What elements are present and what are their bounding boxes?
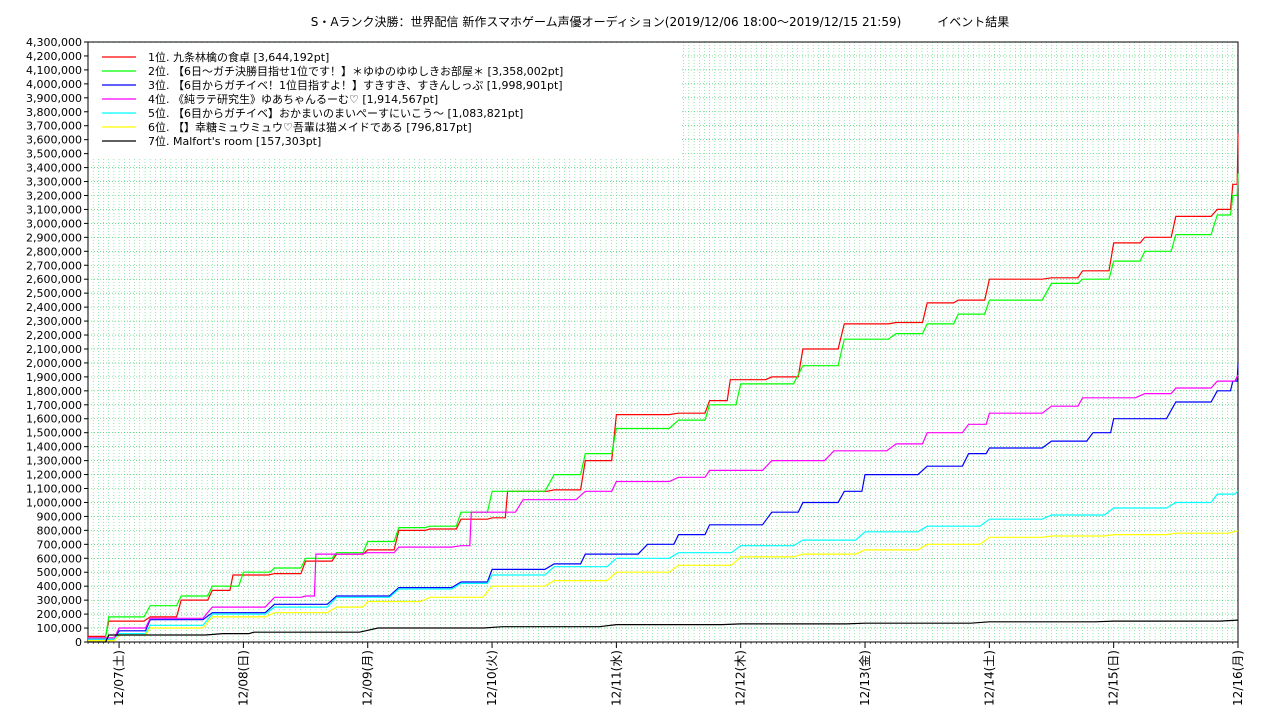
y-tick-label: 500,000 [37,566,83,579]
legend-entry: 3位. 【6目からガチイベ！1位目指すよ！】すきすき、すきんしっぷ [1,998… [148,78,563,92]
legend: 1位. 九条林檎の食卓 [3,644,192pt]2位. 【6日〜ガチ決勝目指せ… [91,45,681,159]
x-tick-label: 12/14(土) [982,650,996,706]
y-tick-label: 2,700,000 [26,259,82,272]
series-line-7 [88,619,1239,643]
y-tick-label: 3,200,000 [26,189,82,202]
y-tick-label: 4,100,000 [26,64,82,77]
y-axis: 0100,000200,000300,000400,000500,000600,… [26,36,1239,649]
x-tick-label: 12/12(木) [734,650,748,706]
y-tick-label: 2,600,000 [26,273,82,286]
y-tick-label: 3,000,000 [26,217,82,230]
y-tick-label: 1,400,000 [26,441,82,454]
x-tick-label: 12/11(水) [609,650,623,706]
y-tick-label: 4,300,000 [26,36,82,49]
chart-title: S・Aランク決勝：世界配信 新作スマホゲーム声優オーディション(2019/12/… [311,14,1010,29]
legend-box [91,45,681,159]
series-line-5 [88,490,1239,640]
y-tick-label: 4,000,000 [26,78,82,91]
legend-entry: 6位. 【】幸糖ミュウミュウ♡吾輩は猫メイドである [796,817pt] [148,120,472,134]
y-tick-label: 900,000 [37,510,83,523]
legend-entry: 4位. 《純ラテ研究生》ゆあちゃんるーむ♡ [1,914,567pt] [148,92,438,106]
x-tick-label: 12/16(月) [1231,650,1245,706]
y-tick-label: 1,700,000 [26,399,82,412]
y-tick-label: 800,000 [37,524,83,537]
y-tick-label: 4,200,000 [26,50,82,63]
y-tick-label: 2,900,000 [26,231,82,244]
y-tick-label: 3,400,000 [26,162,82,175]
y-tick-label: 3,300,000 [26,176,82,189]
y-tick-label: 2,400,000 [26,301,82,314]
y-tick-label: 2,300,000 [26,315,82,328]
y-tick-label: 1,300,000 [26,455,82,468]
series-line-3 [88,363,1239,640]
y-tick-label: 3,900,000 [26,92,82,105]
y-tick-label: 1,200,000 [26,469,82,482]
legend-entry: 1位. 九条林檎の食卓 [3,644,192pt] [148,50,329,64]
x-axis: 12/07(土) 12/08(日) 12/09(月) 12/10(火) 12/11(水)… [87,642,1245,706]
series-line-4 [88,374,1239,639]
legend-entry: 5位. 【6目からガチイベ】おかまいのまいぺーすにいこう〜 [1,083,821… [148,106,523,120]
series-line-1 [88,133,1239,637]
y-tick-label: 3,800,000 [26,106,82,119]
y-tick-label: 1,900,000 [26,371,82,384]
y-tick-label: 3,600,000 [26,134,82,147]
x-tick-label: 12/10(火) [485,650,499,706]
y-tick-label: 1,000,000 [26,496,82,509]
y-tick-label: 2,000,000 [26,357,82,370]
y-tick-label: 3,100,000 [26,203,82,216]
y-tick-label: 2,200,000 [26,329,82,342]
x-tick-label: 12/08(日) [236,650,250,706]
y-tick-label: 1,800,000 [26,385,82,398]
y-tick-label: 200,000 [37,608,83,621]
x-tick-label: 12/07(土) [112,650,126,706]
x-tick-label: 12/13(金) [857,650,872,706]
legend-entry: 2位. 【6日〜ガチ決勝目指せ1位です！】＊ゆゆのゆゆしきお部屋＊ [3,358… [148,64,563,78]
x-tick-label: 12/09(月) [361,650,375,706]
y-tick-label: 100,000 [37,622,83,635]
series-line-2 [88,173,1239,639]
y-tick-label: 600,000 [37,552,83,565]
x-tick-label: 12/15(日) [1107,650,1121,706]
y-tick-label: 400,000 [37,580,83,593]
y-tick-label: 300,000 [37,594,83,607]
y-tick-label: 2,100,000 [26,343,82,356]
y-tick-label: 1,600,000 [26,413,82,426]
y-tick-label: 3,500,000 [26,148,82,161]
y-tick-label: 2,800,000 [26,245,82,258]
y-tick-label: 2,500,000 [26,287,82,300]
y-tick-label: 3,700,000 [26,120,82,133]
series-layer [88,133,1239,643]
series-line-6 [88,530,1239,642]
y-tick-label: 0 [75,636,82,649]
legend-entry: 7位. Malfort's room [157,303pt] [148,134,321,148]
y-tick-label: 1,100,000 [26,483,82,496]
y-tick-label: 700,000 [37,538,83,551]
y-tick-label: 1,500,000 [26,427,82,440]
